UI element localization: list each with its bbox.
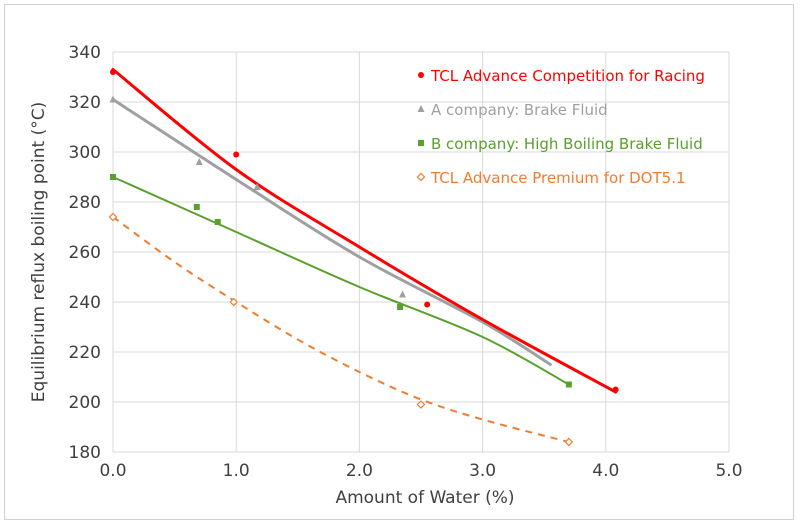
data-point-series-3	[397, 304, 404, 310]
x-tick-label: 4.0	[592, 461, 619, 481]
data-point-series-4	[229, 297, 239, 307]
legend-marker-series-2	[417, 105, 425, 112]
data-point-series-2	[109, 95, 117, 103]
y-tick-label: 260	[69, 243, 101, 263]
legend-marker-series-3	[418, 140, 424, 146]
data-point-series-3	[565, 381, 572, 388]
x-axis-title: Amount of Water (%)	[335, 488, 514, 508]
data-point-series-4	[564, 437, 574, 447]
y-axis-title: Equilibrium reflux boiling point (°C)	[29, 102, 49, 402]
data-point-series-2	[195, 158, 203, 165]
data-point-series-4	[416, 400, 426, 409]
data-point-series-3	[214, 219, 221, 225]
trend-line-series-1	[111, 68, 618, 394]
y-tick-label: 200	[69, 393, 101, 413]
data-point-series-3	[110, 174, 116, 180]
data-point-series-2	[399, 290, 407, 298]
x-tick-label: 3.0	[469, 461, 496, 481]
data-point-series-1	[424, 301, 431, 308]
legend-marker-series-1	[418, 72, 424, 78]
data-point-series-3	[193, 204, 200, 210]
legend-label-series-4: TCL Advance Premium for DOT5.1	[430, 169, 686, 187]
legend-label-series-3: B company: High Boiling Brake Fluid	[431, 135, 703, 153]
y-tick-label: 320	[69, 93, 101, 113]
y-tick-label: 220	[69, 343, 101, 363]
trend-line-series-3	[112, 176, 570, 386]
legend-label-series-2: A company: Brake Fluid	[431, 101, 608, 119]
x-tick-label: 1.0	[223, 461, 250, 481]
trend-line-series-4	[112, 216, 570, 443]
legend-label-series-1: TCL Advance Competition for Racing	[430, 67, 705, 85]
x-tick-label: 5.0	[715, 461, 742, 481]
x-tick-labels: 0.0 1.0 2.0 3.0 4.0 5.0	[99, 461, 742, 481]
y-tick-label: 240	[69, 293, 101, 313]
trend-lines	[111, 68, 618, 443]
data-point-series-1	[612, 386, 619, 393]
trend-line-series-2	[111, 98, 552, 366]
x-tick-label: 0.0	[99, 461, 126, 481]
x-tick-label: 2.0	[346, 461, 373, 481]
data-points	[108, 69, 619, 447]
y-tick-label: 300	[69, 143, 101, 163]
y-tick-labels: 180 200 220 240 260 280 300 320 340	[69, 43, 101, 463]
grid	[112, 51, 730, 453]
y-tick-label: 180	[69, 443, 101, 463]
data-point-series-4	[108, 212, 118, 222]
data-point-series-1	[233, 151, 240, 158]
legend-marker-series-4	[416, 172, 426, 182]
legend: TCL Advance Competition for Racing A comp…	[416, 67, 705, 187]
data-point-series-1	[110, 69, 116, 75]
y-tick-label: 340	[69, 43, 101, 63]
data-point-series-2	[253, 183, 261, 190]
y-tick-label: 280	[69, 193, 101, 213]
